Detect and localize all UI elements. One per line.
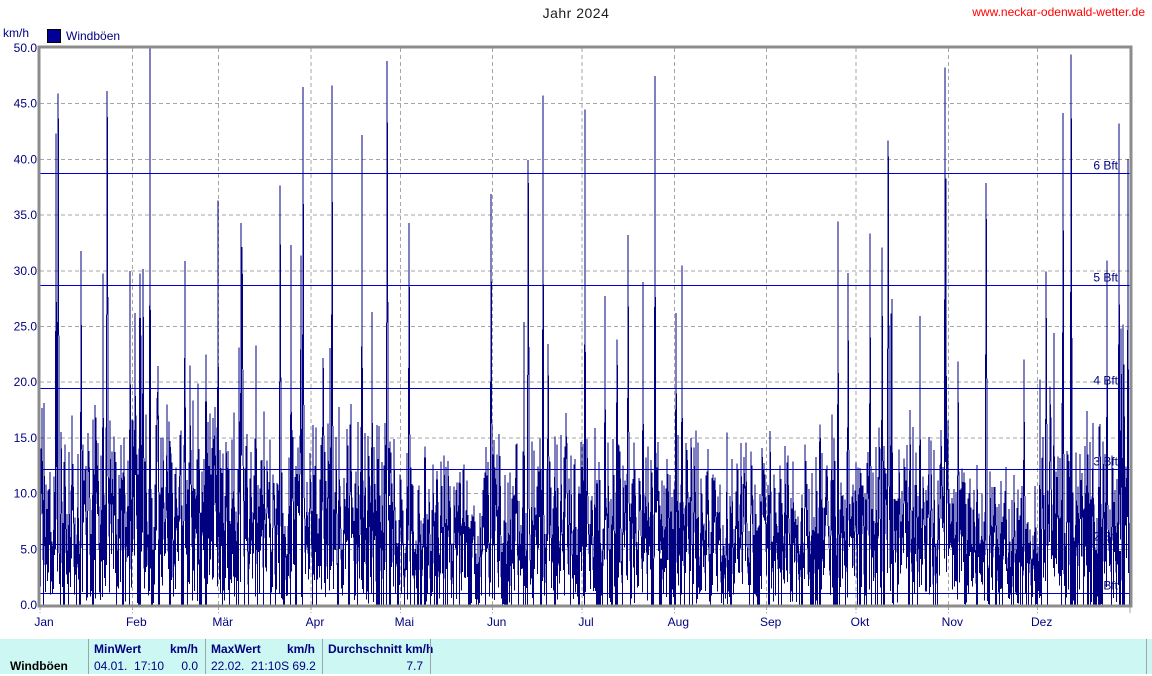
minwert-value: 0.0: [181, 658, 198, 673]
x-tick-label: Jan: [34, 615, 53, 629]
beaufort-label: 3 Bft: [1093, 455, 1118, 469]
y-tick-label: 0.0: [20, 598, 37, 612]
beaufort-label: 4 Bft: [1093, 374, 1118, 388]
x-tick-label: Apr: [306, 615, 325, 629]
x-tick-label: Jun: [487, 615, 506, 629]
legend: Windböen: [47, 29, 120, 43]
minwert-header: MinWert: [94, 641, 142, 656]
x-tick-label: Jul: [578, 615, 593, 629]
minwert-date: 04.01. 17:10: [94, 658, 165, 673]
windboen-series-bold-spikes: [79, 292, 1125, 605]
stats-table: Windböen MinWert km/h 04.01. 17:10 0.0 M…: [0, 639, 1152, 674]
maxwert-header: MaxWert: [211, 641, 261, 656]
maxwert-unit: km/h: [286, 641, 315, 656]
y-tick-label: 30.0: [14, 264, 38, 278]
y-axis-unit-label: km/h: [3, 26, 30, 40]
minwert-unit: km/h: [169, 641, 198, 656]
x-tick-label: Sep: [760, 615, 782, 629]
site-url-link[interactable]: www.neckar-odenwald-wetter.de: [972, 5, 1145, 19]
x-tick-label: Mai: [395, 615, 414, 629]
durchschnitt-value: 7.7: [406, 658, 423, 673]
y-tick-label: 45.0: [14, 97, 38, 111]
maxwert-date: 22.02. 21:10: [211, 658, 282, 673]
table-divider: [322, 639, 323, 674]
stats-row-label: Windböen: [10, 658, 68, 673]
x-tick-label: Mär: [212, 615, 233, 629]
stats-col-maxwert: MaxWert km/h 22.02. 21:10 S 69.2: [206, 639, 321, 674]
x-tick-label: Dez: [1031, 615, 1052, 629]
beaufort-label: 6 Bft: [1093, 159, 1118, 173]
table-divider: [205, 639, 206, 674]
durchschnitt-header: Durchschnitt km/h: [328, 641, 434, 656]
x-tick-label: Aug: [668, 615, 689, 629]
y-tick-label: 25.0: [14, 320, 38, 334]
y-tick-label: 35.0: [14, 208, 38, 222]
table-divider: [1146, 639, 1147, 674]
stats-col-minwert: MinWert km/h 04.01. 17:10 0.0: [89, 639, 204, 674]
y-tick-label: 10.0: [14, 487, 38, 501]
x-tick-label: Feb: [126, 615, 147, 629]
table-divider: [430, 639, 431, 674]
x-tick-label: Okt: [851, 615, 870, 629]
x-tick-label: Nov: [942, 615, 963, 629]
stats-col-durchschnitt: Durchschnitt km/h 7.7: [323, 639, 433, 674]
page-title: Jahr 2024: [542, 5, 610, 21]
plot-border: [37, 45, 1133, 608]
y-tick-label: 40.0: [14, 152, 38, 166]
maxwert-value: S 69.2: [281, 658, 316, 673]
y-tick-label: 5.0: [20, 542, 37, 556]
wind-gust-year-chart: 0.0 5.0 10.0 15.0 20.0 25.0 30.0 35.0 40.0 45.0 50…: [14, 41, 1133, 629]
legend-label: Windböen: [66, 29, 121, 43]
y-tick-label: 15.0: [14, 431, 38, 445]
table-divider: [88, 639, 89, 674]
y-tick-label: 20.0: [14, 375, 38, 389]
beaufort-label: 5 Bft: [1093, 271, 1118, 285]
windboen-series-line: [39, 47, 1131, 605]
legend-swatch-icon: [47, 29, 61, 43]
y-tick-label: 50.0: [14, 41, 38, 55]
